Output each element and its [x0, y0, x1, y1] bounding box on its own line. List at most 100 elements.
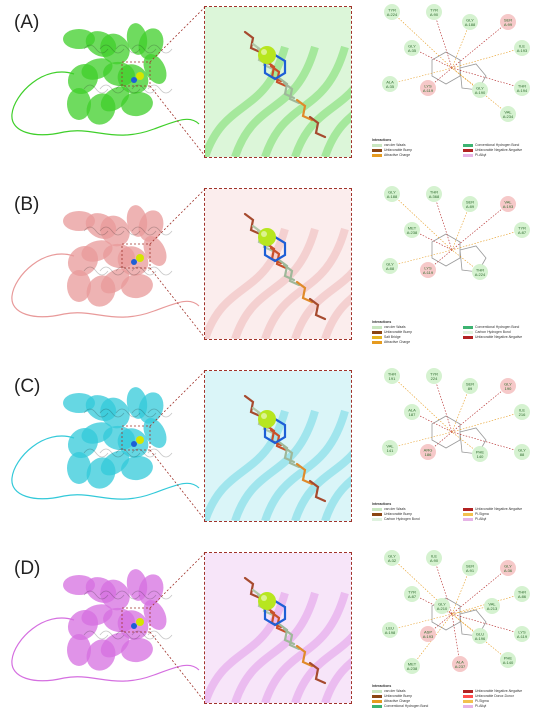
residue-label: GLY [408, 44, 416, 49]
legend-text: Pi-Sigma [475, 699, 489, 703]
legend-text: Pi-Alkyl [475, 704, 487, 708]
residue-label: A:238 [407, 230, 418, 235]
residue-label: LEU [386, 626, 394, 631]
legend-text: Unfavorable Negative-Negative [475, 507, 523, 511]
residue-label: ALA [408, 408, 416, 413]
residue-label: LYS [424, 84, 432, 89]
residue-label: A:194 [517, 88, 528, 93]
legend-text: Unfavorable Bump [384, 512, 413, 516]
residue-label: A:87 [518, 230, 527, 235]
legend-swatch [372, 340, 382, 344]
residue-label: LYS [424, 266, 432, 271]
legend-text: Unfavorable Bump [384, 148, 413, 152]
residue-label: ILE [519, 408, 525, 413]
binding-site-zoom [204, 552, 352, 704]
legend-swatch [463, 143, 473, 147]
interactions-legend: Interactions van der Waals Unfavorable Neg… [372, 684, 548, 708]
residue-label: TYR [408, 590, 416, 595]
legend-item: Unfavorable Bump [372, 694, 457, 698]
legend-text: Unfavorable Negative-Negative [475, 689, 523, 693]
legend-text: Attractive Charge [384, 340, 411, 344]
residue-label: SER [466, 382, 474, 387]
residue-label: 191 [389, 376, 396, 381]
residue-label: GLY [388, 554, 396, 559]
legend-swatch [372, 699, 382, 703]
residue-label: A:193 [423, 634, 434, 639]
panel-label: (C) [14, 376, 41, 397]
residue-label: A:188 [387, 194, 398, 199]
residue-label: A:193 [517, 48, 528, 53]
figure-panel: (C) THR 191 TYR 224 SER 89 GLY 190 ILE 216 ALA 187 VA… [0, 364, 550, 544]
residue-label: A:190 [475, 90, 486, 95]
residue-label: ASP [424, 630, 432, 635]
residue-label: A:224 [475, 272, 486, 277]
residue-label: 88 [520, 452, 525, 457]
legend-swatch [463, 335, 473, 339]
residue-label: MET [408, 662, 417, 667]
legend-swatch [372, 517, 382, 521]
legend-swatch [463, 330, 473, 334]
residue-label: A:198 [385, 630, 396, 635]
legend-title: Interactions [372, 138, 392, 142]
residue-label: THR [476, 268, 484, 273]
residue-label: A:35 [386, 84, 395, 89]
protein-structure [11, 23, 200, 136]
legend-text: Pi-Alkyl [475, 153, 487, 157]
legend-text: Conventional Hydrogen Bond [475, 325, 520, 329]
legend-item: Carbon Hydrogen Bond [463, 330, 548, 334]
residue-label: A:99 [504, 22, 513, 27]
residue-label: A:119 [423, 270, 434, 275]
residue-label: GLY [386, 262, 394, 267]
legend-item: Conventional Hydrogen Bond [372, 704, 457, 708]
residue-label: SER [466, 200, 474, 205]
legend-item: Unfavorable Bump [372, 512, 457, 516]
residue-label: 187 [409, 412, 416, 417]
legend-text: Unfavorable Bump [384, 694, 413, 698]
residue-label: GLY [476, 86, 484, 91]
residue-label: ILE [431, 554, 437, 559]
legend-text: van der Waals [384, 507, 406, 511]
residue-label: TYR [430, 372, 438, 377]
interaction-diagram: TYRA:224TYRA:90GLYA:188SERA:99ILEA:193GL… [382, 4, 530, 122]
legend-item: Carbon Hydrogen Bond [372, 517, 457, 521]
legend-item: Unfavorable Negative-Negative [463, 689, 548, 693]
legend-swatch [463, 517, 473, 521]
legend-text: van der Waals [384, 325, 406, 329]
legend-item: Unfavorable Negative-Negative [463, 148, 548, 152]
legend-item: Attractive Charge [372, 153, 457, 157]
residue-label: A:87 [408, 594, 417, 599]
legend-item: Attractive Charge [372, 699, 457, 703]
residue-label: 224 [431, 376, 438, 381]
legend-item: Unfavorable Donor-Donor [463, 694, 548, 698]
residue-label: VAL [488, 602, 496, 607]
residue-label: A:36 [504, 568, 513, 573]
interactions-legend: Interactions van der Waals Conventional Hy… [372, 138, 548, 157]
residue-label: 141 [387, 448, 394, 453]
legend-item: Conventional Hydrogen Bond [463, 325, 548, 329]
residue-label: A:196 [475, 636, 486, 641]
residue-label: VAL [504, 110, 512, 115]
legend-swatch [372, 143, 382, 147]
residue-label: ARG [424, 448, 433, 453]
protein-structure [11, 387, 200, 500]
legend-item: Salt Bridge [372, 335, 457, 339]
residue-label: A:234 [503, 114, 514, 119]
legend-text: Attractive Charge [384, 153, 411, 157]
